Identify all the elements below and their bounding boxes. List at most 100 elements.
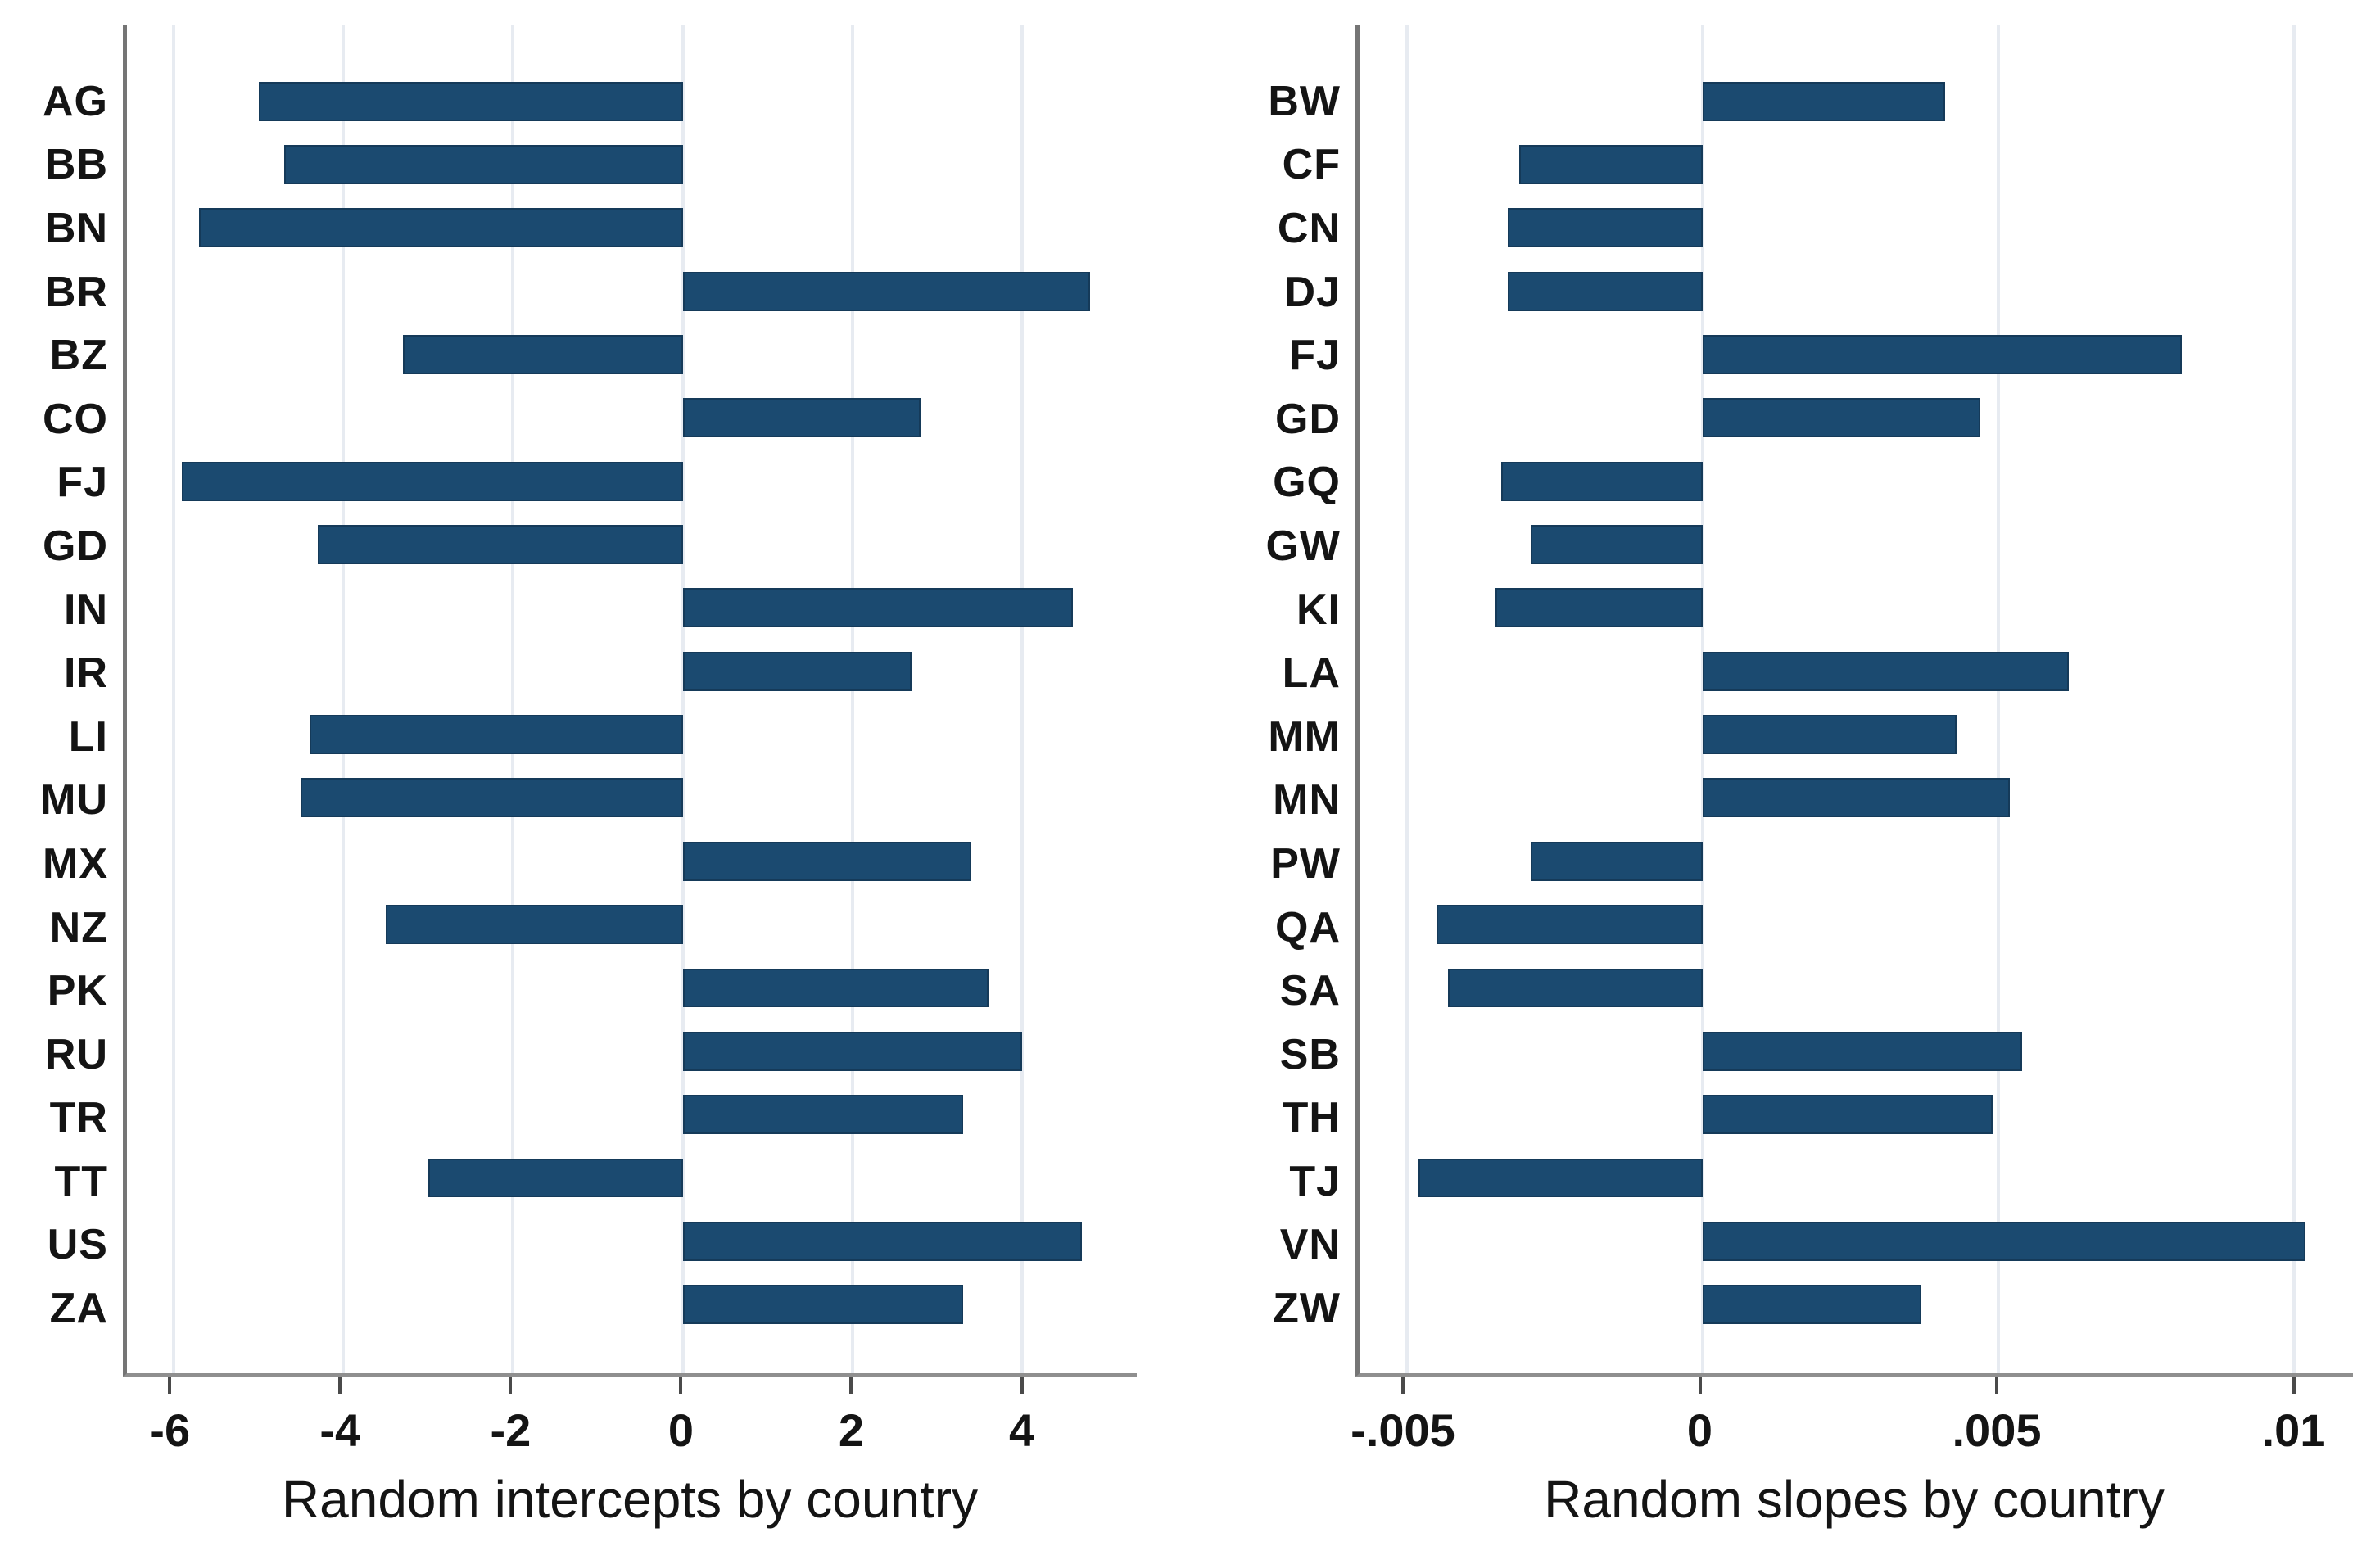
plot-top-spacer <box>1188 0 2353 25</box>
bar-rows <box>1360 25 2353 1373</box>
category-label: GQ <box>1273 459 1341 507</box>
category-label: FJ <box>1289 332 1341 380</box>
tick-mark <box>679 1377 683 1394</box>
bar-row <box>1360 640 2353 703</box>
gridline <box>511 25 515 1373</box>
category-label: MN <box>1273 776 1341 825</box>
category-label: IR <box>64 649 108 698</box>
tick-label: .005 <box>1952 1404 2042 1456</box>
bar-row <box>1360 513 2353 576</box>
bar-row <box>127 133 1137 196</box>
category-label: PW <box>1270 839 1341 888</box>
category-label: MX <box>43 839 108 888</box>
bar-row <box>127 323 1137 386</box>
bar-ZW <box>1702 1285 1921 1325</box>
tick-mark <box>849 1377 853 1394</box>
gridline <box>850 25 854 1373</box>
bar-row <box>127 766 1137 830</box>
bar-PK <box>682 968 989 1008</box>
bar-SA <box>1448 968 1703 1008</box>
bar-row <box>127 450 1137 513</box>
bar-row <box>1360 386 2353 450</box>
chart-random-slopes: BW CF CN DJ FJ GD GQ GW KI LA MM MN PW QA SA SB TH TJ VN ZW… <box>1188 0 2353 1546</box>
bar-GW <box>1531 525 1703 565</box>
bar-AG <box>258 81 683 121</box>
bar-row <box>127 513 1137 576</box>
bar-CN <box>1507 208 1703 248</box>
bar-MX <box>682 841 971 881</box>
bar-row <box>1360 766 2353 830</box>
bar-CF <box>1518 145 1703 184</box>
bar-row <box>1360 1146 2353 1209</box>
category-label: TR <box>49 1094 108 1142</box>
bar-row <box>127 1083 1137 1146</box>
category-label: BR <box>44 268 108 316</box>
category-label: GW <box>1265 522 1341 570</box>
x-axis-title: Random intercepts by country <box>281 1470 979 1529</box>
bar-MM <box>1702 715 1957 755</box>
gridline <box>1700 25 1704 1373</box>
plot-area <box>1355 25 2353 1377</box>
tick-mark <box>1020 1377 1024 1394</box>
bar-row <box>1360 893 2353 956</box>
chart-random-intercepts: AG BB BN BR BZ CO FJ GD IN IR LI MU MX NZ PK RU TR TT US ZA… <box>0 0 1137 1546</box>
bar-US <box>682 1221 1082 1261</box>
gridline <box>2292 25 2296 1373</box>
bar-GD <box>318 525 683 565</box>
bar-QA <box>1436 905 1703 945</box>
bar-row <box>1360 576 2353 640</box>
bar-LA <box>1702 651 2070 691</box>
gridline <box>1405 25 1409 1373</box>
category-label: LA <box>1282 649 1341 698</box>
tick-label: -2 <box>490 1404 532 1456</box>
x-axis-title: Random slopes by country <box>1544 1470 2165 1529</box>
category-label: NZ <box>49 903 108 952</box>
bar-FJ <box>1702 335 2182 375</box>
gridline <box>1996 25 2000 1373</box>
tick-label: -6 <box>149 1404 191 1456</box>
category-label: VN <box>1279 1221 1341 1269</box>
bar-CO <box>682 398 921 438</box>
bar-row <box>127 640 1137 703</box>
bar-row <box>1360 1019 2353 1083</box>
category-labels: AG BB BN BR BZ CO FJ GD IN IR LI MU MX NZ PK RU TR TT US ZA <box>0 25 123 1377</box>
bar-rows <box>127 25 1137 1373</box>
bar-MN <box>1702 778 2011 818</box>
bar-row <box>1360 133 2353 196</box>
bar-row <box>127 893 1137 956</box>
category-label: TT <box>54 1157 108 1205</box>
tick-label: .01 <box>2261 1404 2326 1456</box>
category-label: AG <box>43 77 108 125</box>
tick-label: -.005 <box>1351 1404 1455 1456</box>
bar-MU <box>301 778 683 818</box>
bar-row <box>1360 260 2353 323</box>
bar-BZ <box>402 335 683 375</box>
bar-row <box>127 197 1137 260</box>
gridline <box>171 25 175 1373</box>
category-label: SA <box>1279 967 1341 1015</box>
gridline <box>1020 25 1025 1373</box>
bar-row <box>127 386 1137 450</box>
category-labels: BW CF CN DJ FJ GD GQ GW KI LA MM MN PW QA SA SB TH TJ VN ZW <box>1188 25 1355 1377</box>
plot-area <box>123 25 1137 1377</box>
category-label: QA <box>1275 903 1341 952</box>
gridline <box>681 25 685 1373</box>
category-label: BB <box>44 141 108 189</box>
tick-label: 0 <box>1686 1404 1713 1456</box>
tick-label: 4 <box>1008 1404 1035 1456</box>
category-label: FJ <box>57 459 108 507</box>
bar-NZ <box>386 905 683 945</box>
bar-TT <box>428 1158 683 1198</box>
tick-label: 0 <box>667 1404 694 1456</box>
category-label: ZW <box>1273 1285 1341 1333</box>
category-label: DJ <box>1284 268 1341 316</box>
bar-FJ <box>182 461 683 501</box>
bar-RU <box>682 1031 1023 1071</box>
bar-row <box>1360 197 2353 260</box>
gridlines <box>127 25 1137 1373</box>
category-label: CO <box>43 395 108 443</box>
bar-VN <box>1702 1221 2306 1261</box>
bar-row <box>1360 1083 2353 1146</box>
tick-mark <box>1401 1377 1405 1394</box>
